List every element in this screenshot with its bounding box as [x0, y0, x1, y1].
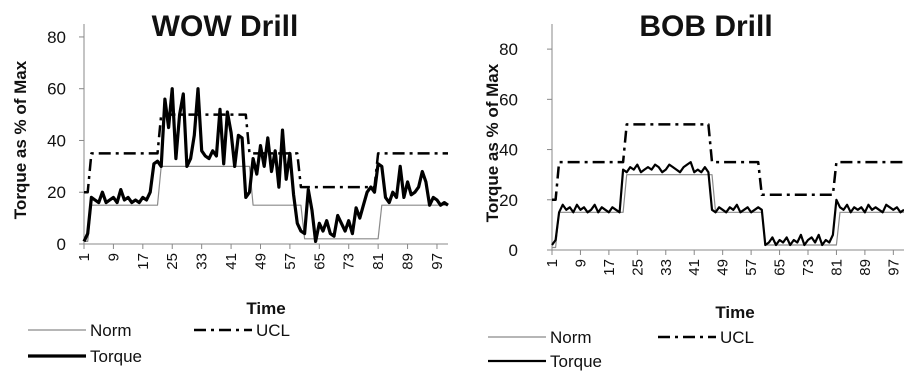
x-axis-label: Time — [715, 303, 754, 322]
x-tick-label: 17 — [135, 253, 152, 270]
legend-label-torque: Torque — [550, 352, 602, 371]
x-tick-label: 81 — [828, 259, 845, 276]
chart-title: BOB Drill — [639, 10, 772, 43]
x-tick-label: 33 — [194, 253, 211, 270]
x-tick-label: 41 — [223, 253, 240, 270]
y-tick-label: 20 — [499, 191, 518, 210]
x-tick-label: 33 — [658, 259, 675, 276]
x-tick-label: 9 — [105, 253, 122, 261]
x-tick-label: 49 — [715, 259, 732, 276]
x-tick-label: 57 — [743, 259, 760, 276]
x-tick-label: 73 — [800, 259, 817, 276]
y-tick-label: 60 — [47, 80, 66, 99]
x-tick-label: 65 — [772, 259, 789, 276]
y-tick-label: 40 — [47, 131, 66, 150]
x-tick-label: 57 — [282, 253, 299, 270]
x-axis-label: Time — [246, 299, 285, 318]
x-tick-label: 81 — [370, 253, 387, 270]
legend: Norm UCL Torque — [28, 321, 290, 366]
x-tick-label: 25 — [164, 253, 181, 270]
legend-label-torque: Torque — [90, 347, 142, 366]
y-tick-label: 80 — [499, 40, 518, 59]
y-axis-label: Torque as % of Max — [11, 60, 30, 219]
y-tick-label: 20 — [47, 183, 66, 202]
y-axis-label: Torque as % of Max — [483, 63, 502, 222]
x-tick-label: 41 — [686, 259, 703, 276]
x-tick-label: 97 — [885, 259, 902, 276]
x-tick-label: 89 — [400, 253, 417, 270]
x-tick-label: 49 — [252, 253, 269, 270]
y-tick-label: 60 — [499, 90, 518, 109]
x-tick-label: 65 — [311, 253, 328, 270]
x-tick-label: 89 — [857, 259, 874, 276]
legend-label-norm: Norm — [90, 321, 132, 340]
y-tick-label: 80 — [47, 28, 66, 47]
wow-drill-chart: WOW Drill Torque as % of Max 0 20 40 60 80 1 9 17… — [11, 10, 449, 366]
x-tick-label: 25 — [629, 259, 646, 276]
legend-label-ucl: UCL — [720, 328, 754, 347]
x-tick-label: 1 — [76, 253, 93, 261]
x-tick-label: 9 — [572, 259, 589, 267]
x-tick-label: 73 — [341, 253, 358, 270]
series-torque-line — [82, 87, 449, 243]
series-ucl-line — [552, 123, 904, 202]
bob-drill-chart: BOB Drill Torque as % of Max 0 20 40 60 80 1 9 17… — [483, 10, 904, 371]
series-torque-line — [551, 161, 904, 247]
x-tick-label: 1 — [544, 259, 561, 267]
y-tick-label: 40 — [499, 141, 518, 160]
legend-label-ucl: UCL — [256, 321, 290, 340]
x-tick-label: 17 — [601, 259, 618, 276]
y-tick-label: 0 — [57, 235, 66, 254]
y-tick-label: 0 — [509, 241, 518, 260]
legend-label-norm: Norm — [550, 328, 592, 347]
x-tick-label: 97 — [429, 253, 446, 270]
legend: Norm UCL Torque — [488, 328, 754, 371]
chart-title: WOW Drill — [152, 10, 299, 43]
